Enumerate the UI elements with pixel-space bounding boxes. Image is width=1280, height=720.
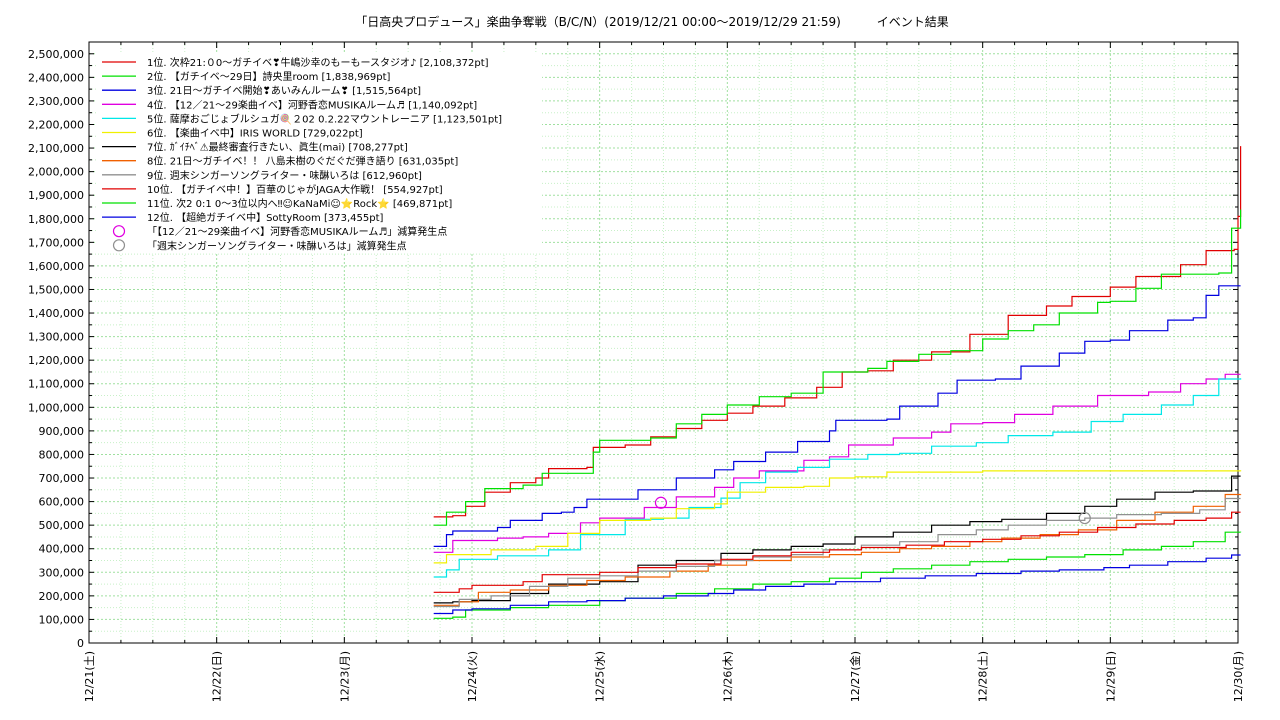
legend-entry: 7位. ｶﾞｲﾁﾍﾞ⚠最終審査行きたい、眞生(mai) [708,277pt] [147,141,408,154]
y-tick-label: 200,000 [39,590,85,603]
reduction-marker-2 [1078,511,1091,525]
y-tick-label: 2,200,000 [28,118,84,131]
series-line-1 [433,146,1242,518]
series-line-4 [433,373,1241,553]
legend: 1位. 次枠21:０0～ガチイベ❣牛嶋沙幸のもーもースタジオ♪ [2,108,3… [97,53,542,253]
series-line-11 [433,531,1242,619]
y-tick-label: 1,100,000 [28,378,84,391]
x-tick-label: 12/30(月) [1232,651,1245,702]
y-tick-label: 1,400,000 [28,307,84,320]
y-tick-label: 2,400,000 [28,71,84,84]
chart-title: 「日高央プロデュース」楽曲争奪戦（B/C/N）(2019/12/21 00:00… [355,14,949,29]
series-line-3 [433,285,1241,547]
x-tick-label: 12/28(土) [977,651,990,702]
x-tick-label: 12/26(木) [721,651,734,702]
y-tick-label: 900,000 [39,425,85,438]
legend-marker-entry: 「週末シンガーソングライター・味醂いろは」減算発生点 [147,239,407,252]
y-tick-label: 800,000 [39,448,85,461]
y-tick-label: 1,600,000 [28,260,84,273]
y-tick-label: 400,000 [39,543,85,556]
y-tick-label: 2,500,000 [28,48,84,61]
x-tick-label: 12/23(月) [338,651,351,702]
y-tick-label: 600,000 [39,496,85,509]
x-tick-label: 12/24(火) [466,651,479,702]
legend-entry: 8位. 21日～ガチイベ！！ 八島未樹のぐだぐだ弾き語り [631,035pt] [147,155,458,168]
legend-entry: 11位. 次2 0:1 0～3位以内へ‼☺KaNaMi☺⭐Rock⭐ [469,… [147,197,452,210]
x-axis-ticks: 12/21(土) 12/22(日) 12/23(月) 12/24(火) 12/25(水)… [83,42,1245,702]
legend-entry: 9位. 週末シンガーソングライター・味醂いろは [612,960pt] [147,169,422,182]
y-tick-label: 0 [77,637,84,650]
legend-entry: 4位. 【12／21～29楽曲イベ】河野香恋MUSIKAルーム♬ [1,140,… [147,98,477,111]
legend-background [97,53,542,253]
series-line-2 [433,209,1242,526]
legend-entry: 10位. 【ガチイベ中！】百華のじゃがJAGA大作戦！ [554,927pt] [147,183,443,196]
y-tick-label: 1,500,000 [28,283,84,296]
y-tick-label: 2,300,000 [28,95,84,108]
y-tick-label: 2,100,000 [28,142,84,155]
x-tick-label: 12/21(土) [83,651,96,702]
y-tick-label: 1,300,000 [28,331,84,344]
legend-marker-swatch [112,239,126,252]
reduction-marker-1 [654,496,668,509]
y-tick-label: 100,000 [39,613,85,626]
y-tick-label: 1,200,000 [28,354,84,367]
series-line-6 [433,470,1242,564]
y-tick-label: 1,900,000 [28,189,84,202]
legend-entry: 2位. 【ガチイベ～29日】詩央里room [1,838,969pt] [147,70,391,83]
x-tick-label: 12/25(水) [594,651,607,702]
series-line-10 [433,511,1241,593]
markers [654,496,1091,525]
y-tick-label: 300,000 [39,566,85,579]
legend-marker-entry: 「【12／21～29楽曲イベ】河野香恋MUSIKAルーム♬」減算発生点 [147,225,447,238]
series-lines [433,146,1242,619]
legend-entry: 5位. 薩摩おごじょブルシュガ🍭２02 0.2.22マウントレーニア [1,12… [147,112,502,125]
legend-marker-swatch [112,225,126,238]
legend-entry: 1位. 次枠21:０0～ガチイベ❣牛嶋沙幸のもーもースタジオ♪ [2,108,3… [147,56,489,69]
series-line-7 [433,475,1241,604]
y-axis-ticks: 0 100,000 200,000 300,000 400,000 500,000 600,… [28,48,1238,650]
legend-entry: 6位. 【楽曲イベ中】IRIS WORLD [729,022pt] [147,127,363,140]
y-tick-label: 1,800,000 [28,213,84,226]
series-line-9 [433,497,1241,608]
y-tick-label: 700,000 [39,472,85,485]
x-tick-label: 12/27(金) [848,651,862,702]
series-line-12 [433,554,1241,615]
y-tick-label: 1,000,000 [28,401,84,414]
y-tick-label: 500,000 [39,519,85,532]
y-tick-label: 1,700,000 [28,236,84,249]
x-tick-label: 12/22(日) [211,651,224,702]
y-tick-label: 2,000,000 [28,166,84,179]
legend-entry: 12位. 【超絶ガチイベ中】SottyRoom [373,455pt] [147,211,383,224]
x-tick-label: 12/29(日) [1104,651,1117,702]
legend-entry: 3位. 21日～ガチイベ開始❣あいみんルーム❣ [1,515,564pt] [147,84,421,97]
series-line-5 [433,378,1242,578]
